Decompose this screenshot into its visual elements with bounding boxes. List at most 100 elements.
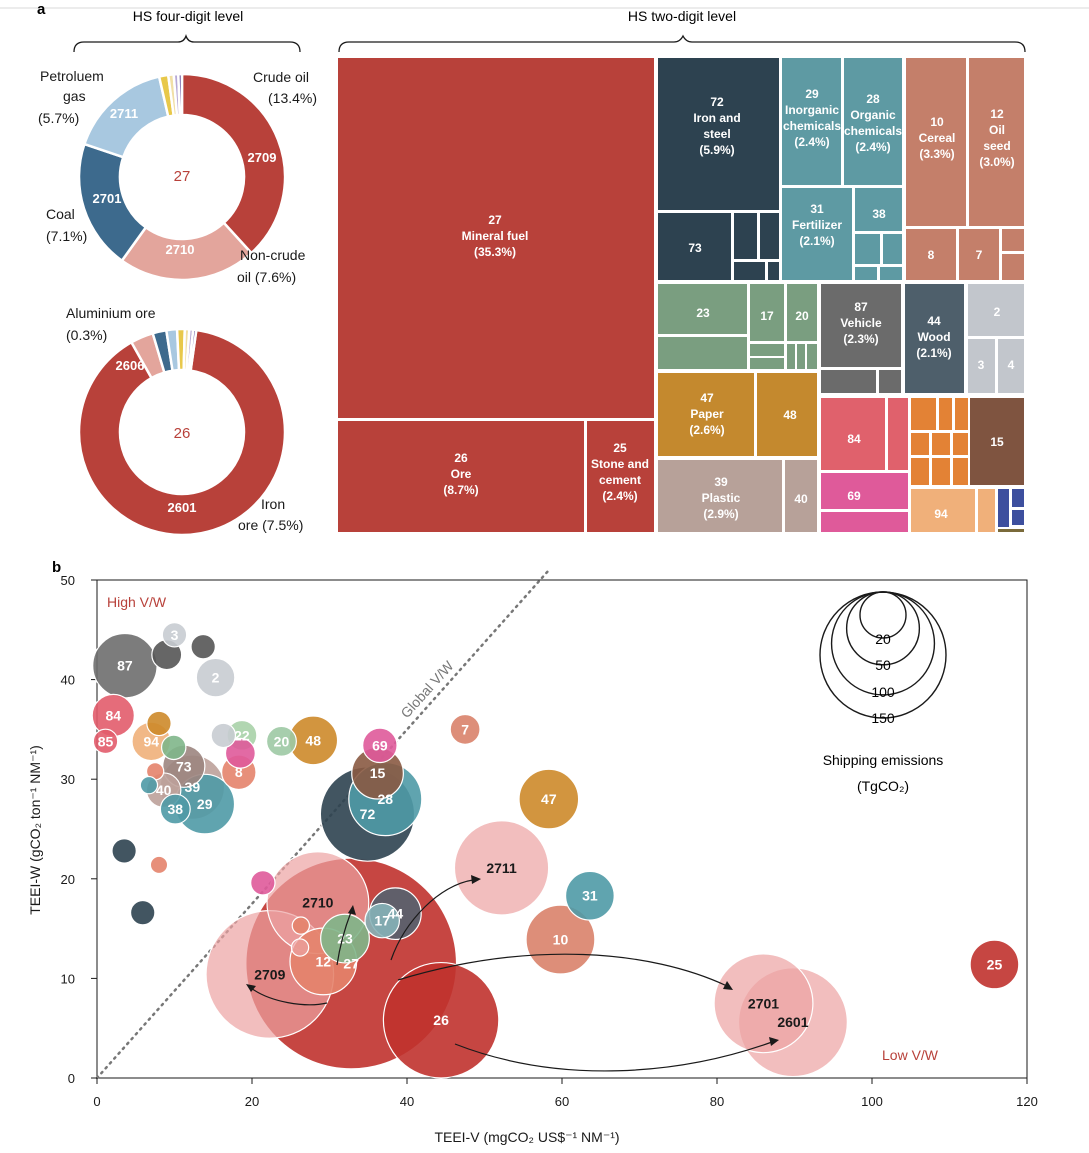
panel-label-a: a — [37, 1, 46, 18]
treemap-tile-minor — [911, 433, 929, 455]
size-legend-value: 50 — [875, 657, 891, 673]
treemap-label: Paper — [690, 407, 724, 421]
bubble-minor — [291, 916, 311, 935]
annotation-high-vw: High V/W — [107, 594, 167, 610]
x-tick-label: 20 — [245, 1094, 259, 1109]
outside-label-coal-pct: (7.1%) — [46, 228, 87, 244]
treemap-tile-minor — [807, 344, 817, 369]
outside-label-iron: Iron — [261, 496, 285, 512]
size-legend-circle — [859, 591, 907, 639]
treemap-tile-minor — [880, 267, 902, 280]
bubble-label: 2 — [212, 670, 220, 686]
treemap-label: (2.4%) — [855, 140, 890, 154]
bubble-label: 8 — [235, 764, 243, 780]
treemap-tile-28 — [844, 58, 902, 185]
bubble-minor — [290, 938, 310, 957]
treemap-tile-minor — [998, 489, 1009, 527]
treemap-tile-minor — [978, 489, 995, 532]
treemap-label: 17 — [760, 309, 774, 323]
bubble-label: 2601 — [777, 1014, 808, 1030]
bubble-label: 7 — [461, 721, 469, 737]
bubble-label: 94 — [143, 733, 159, 749]
treemap-tile-2 — [968, 284, 1024, 336]
treemap-label: (2.4%) — [602, 489, 637, 503]
treemap-label: Plastic — [702, 491, 741, 505]
treemap-label: cement — [599, 473, 641, 487]
treemap-tile-minor — [888, 398, 908, 470]
bubble-17 — [364, 902, 401, 939]
donut-center-label: 27 — [174, 168, 191, 185]
treemap-tile-minor — [768, 262, 779, 280]
arrow-26-to-2601 — [454, 1041, 773, 1072]
treemap-tile-47 — [658, 373, 754, 456]
treemap-tile-minor — [879, 370, 901, 393]
treemap-label: Mineral fuel — [462, 229, 529, 243]
bubble-minor — [250, 870, 276, 896]
treemap-tile-minor — [734, 262, 765, 280]
bubble-minor — [129, 899, 156, 926]
treemap-tile-12 — [969, 58, 1024, 226]
treemap-tile-72 — [658, 58, 779, 210]
treemap-label: 25 — [613, 441, 627, 455]
treemap-label: 26 — [454, 451, 468, 465]
treemap-label: steel — [703, 127, 730, 141]
outside-label-gas: gas — [63, 88, 86, 104]
treemap-tile-minor — [1012, 489, 1024, 507]
brace-four-digit — [73, 33, 301, 53]
bubble-31 — [564, 870, 615, 921]
bubble-69 — [362, 727, 398, 764]
treemap-label: Iron and — [693, 111, 740, 125]
bubble-23 — [320, 913, 370, 964]
bubble-label: 10 — [553, 932, 569, 948]
arrowhead — [471, 875, 481, 884]
treemap-label: 7 — [976, 248, 983, 262]
treemap-tile-23 — [658, 284, 747, 334]
treemap-tile-87 — [821, 284, 901, 367]
treemap-tile-7 — [959, 229, 999, 280]
bubble-label: 27 — [343, 955, 359, 971]
bubble-label: 23 — [337, 931, 353, 947]
bubble-25 — [969, 939, 1020, 990]
bubble-label: 31 — [582, 888, 598, 904]
bubble-label: 48 — [305, 732, 321, 748]
bubble-label: 2711 — [486, 860, 517, 876]
bubble-label: 28 — [378, 791, 394, 807]
bubble-2 — [195, 657, 236, 698]
treemap-tile-minor — [734, 213, 757, 259]
treemap-label: (3.0%) — [979, 155, 1014, 169]
outside-label-coal: Coal — [46, 206, 75, 222]
treemap-tile-minor — [1002, 229, 1024, 251]
treemap-label: 72 — [710, 95, 724, 109]
treemap-tile-39 — [658, 460, 782, 532]
treemap-tile-minor — [953, 458, 968, 485]
treemap-label: (8.7%) — [443, 483, 478, 497]
bubble-label: 84 — [105, 707, 121, 723]
bubble-label: 39 — [185, 779, 201, 795]
treemap-tile-20 — [787, 284, 817, 341]
bubble-label: 85 — [98, 733, 114, 749]
bubble-label: 69 — [372, 737, 388, 753]
treemap-tile-38 — [855, 188, 902, 231]
treemap-tile-minor — [821, 370, 876, 393]
treemap-label: Oil — [989, 123, 1005, 137]
treemap-label: 73 — [688, 241, 702, 255]
bubble-85 — [92, 728, 119, 755]
treemap-tile-8 — [906, 229, 956, 280]
scatter-plot: 0 20 40 60 80 100 120 0 10 20 30 40 50 TEEI-V (mgCO… — [27, 568, 1038, 1145]
treemap-tile-minor — [750, 358, 784, 369]
treemap-tile-minor — [760, 213, 779, 259]
arrow-27-to-2711 — [390, 879, 474, 961]
size-legend-value: 150 — [871, 710, 895, 726]
arrowhead — [348, 905, 356, 915]
bubble-label: 3 — [171, 627, 179, 643]
bubble-label: 15 — [370, 765, 386, 781]
treemap-tile-minor — [932, 433, 950, 455]
outside-label-petroleum: Petroluem — [40, 68, 104, 84]
bubble-label: 20 — [274, 733, 290, 749]
outside-label-non-crude-pct: oil (7.6%) — [237, 269, 296, 285]
y-tick-label: 10 — [61, 971, 75, 986]
bubble-minor — [160, 734, 187, 761]
